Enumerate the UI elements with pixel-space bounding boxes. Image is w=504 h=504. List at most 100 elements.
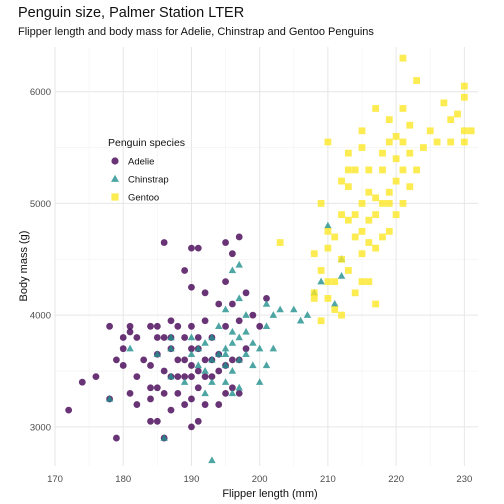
x-tick-label: 200 bbox=[252, 474, 268, 485]
data-point-chinstrap bbox=[249, 361, 257, 369]
data-point-gentoo bbox=[344, 216, 352, 224]
data-point-chinstrap bbox=[187, 350, 196, 357]
data-point-adelie bbox=[174, 373, 182, 381]
data-point-gentoo bbox=[365, 239, 373, 246]
data-point-adelie bbox=[181, 267, 189, 274]
legend-label-adelie: Adelie bbox=[128, 157, 154, 168]
data-point-gentoo bbox=[351, 233, 359, 241]
data-point-chinstrap bbox=[262, 322, 271, 330]
data-point-chinstrap bbox=[242, 327, 250, 335]
data-point-gentoo bbox=[399, 200, 407, 207]
data-point-adelie bbox=[160, 389, 168, 397]
data-point-adelie bbox=[188, 395, 195, 403]
data-point-adelie bbox=[147, 417, 154, 425]
data-point-gentoo bbox=[344, 183, 352, 191]
data-point-chinstrap bbox=[324, 221, 332, 229]
data-point-adelie bbox=[174, 389, 182, 397]
data-point-gentoo bbox=[399, 54, 407, 62]
data-point-gentoo bbox=[413, 77, 420, 84]
data-point-gentoo bbox=[358, 227, 366, 235]
data-point-adelie bbox=[119, 362, 127, 369]
data-point-gentoo bbox=[460, 82, 468, 90]
data-point-chinstrap bbox=[208, 333, 216, 341]
data-point-gentoo bbox=[426, 127, 434, 135]
data-point-chinstrap bbox=[221, 344, 230, 352]
data-point-adelie bbox=[188, 362, 195, 369]
legend-items: Adelie Chinstrap Gentoo bbox=[111, 157, 169, 204]
x-tick-label: 170 bbox=[47, 474, 63, 485]
data-point-chinstrap bbox=[201, 367, 209, 374]
data-point-gentoo bbox=[317, 267, 325, 274]
data-point-gentoo bbox=[379, 149, 386, 157]
data-point-chinstrap bbox=[330, 299, 339, 307]
data-point-adelie bbox=[140, 356, 148, 364]
data-point-adelie bbox=[106, 322, 113, 330]
data-point-gentoo bbox=[344, 166, 352, 174]
data-point-layer bbox=[65, 54, 475, 464]
data-point-adelie bbox=[147, 362, 154, 369]
data-point-gentoo bbox=[392, 211, 400, 218]
data-point-adelie bbox=[201, 289, 209, 297]
tick-label-layer: 170 180 190 200 210 220 230 3000 4000 5000 6000 bbox=[30, 87, 472, 485]
legend-key-gentoo bbox=[111, 193, 119, 201]
data-point-chinstrap bbox=[194, 344, 203, 352]
data-point-gentoo bbox=[365, 166, 373, 174]
data-point-adelie bbox=[119, 345, 127, 353]
data-point-chinstrap bbox=[262, 361, 271, 369]
data-point-adelie bbox=[235, 317, 243, 325]
data-point-gentoo bbox=[324, 227, 332, 235]
data-point-gentoo bbox=[344, 267, 352, 274]
data-point-adelie bbox=[181, 373, 189, 381]
y-axis-label: Body mass (g) bbox=[18, 231, 30, 302]
data-point-gentoo bbox=[385, 200, 393, 207]
data-point-adelie bbox=[113, 434, 120, 442]
data-point-adelie bbox=[92, 373, 100, 381]
chart-title: Penguin size, Palmer Station LTER bbox=[18, 5, 244, 21]
data-point-adelie bbox=[126, 328, 134, 336]
data-point-gentoo bbox=[358, 200, 366, 207]
data-point-adelie bbox=[167, 406, 175, 414]
data-point-chinstrap bbox=[105, 394, 114, 402]
data-point-gentoo bbox=[324, 278, 332, 286]
data-point-gentoo bbox=[372, 211, 380, 218]
data-point-chinstrap bbox=[269, 344, 278, 352]
data-point-chinstrap bbox=[153, 350, 162, 357]
data-point-adelie bbox=[228, 356, 236, 364]
data-point-gentoo bbox=[358, 144, 366, 151]
data-point-gentoo bbox=[447, 138, 455, 146]
data-point-gentoo bbox=[399, 105, 407, 112]
data-point-chinstrap bbox=[337, 272, 346, 279]
data-point-chinstrap bbox=[262, 299, 271, 307]
data-point-adelie bbox=[235, 233, 243, 241]
data-point-chinstrap bbox=[215, 322, 223, 330]
data-point-adelie bbox=[181, 334, 189, 341]
data-point-gentoo bbox=[324, 295, 332, 302]
data-point-adelie bbox=[181, 356, 189, 364]
data-point-chinstrap bbox=[228, 367, 237, 374]
data-point-adelie bbox=[78, 378, 86, 386]
legend: Penguin species Adelie Chinstrap Gentoo bbox=[108, 137, 185, 204]
data-point-adelie bbox=[201, 401, 209, 408]
data-point-chinstrap bbox=[255, 344, 264, 352]
data-point-gentoo bbox=[324, 138, 332, 146]
data-point-gentoo bbox=[392, 155, 400, 163]
data-point-adelie bbox=[194, 384, 202, 392]
data-point-adelie bbox=[242, 345, 250, 353]
data-point-adelie bbox=[235, 389, 243, 397]
data-point-adelie bbox=[133, 373, 141, 381]
data-point-adelie bbox=[201, 373, 209, 381]
data-point-adelie bbox=[194, 334, 202, 341]
data-point-adelie bbox=[160, 239, 168, 246]
y-tick-label: 3000 bbox=[30, 422, 51, 433]
data-point-chinstrap bbox=[269, 311, 278, 318]
data-point-adelie bbox=[228, 250, 236, 258]
data-point-adelie bbox=[222, 322, 229, 330]
legend-key-chinstrap bbox=[111, 174, 119, 182]
data-point-adelie bbox=[113, 356, 120, 364]
data-point-adelie bbox=[147, 384, 154, 392]
data-point-gentoo bbox=[310, 289, 318, 297]
data-point-adelie bbox=[174, 322, 182, 330]
data-point-adelie bbox=[188, 322, 195, 330]
data-point-adelie bbox=[194, 244, 202, 252]
data-point-adelie bbox=[201, 317, 209, 325]
